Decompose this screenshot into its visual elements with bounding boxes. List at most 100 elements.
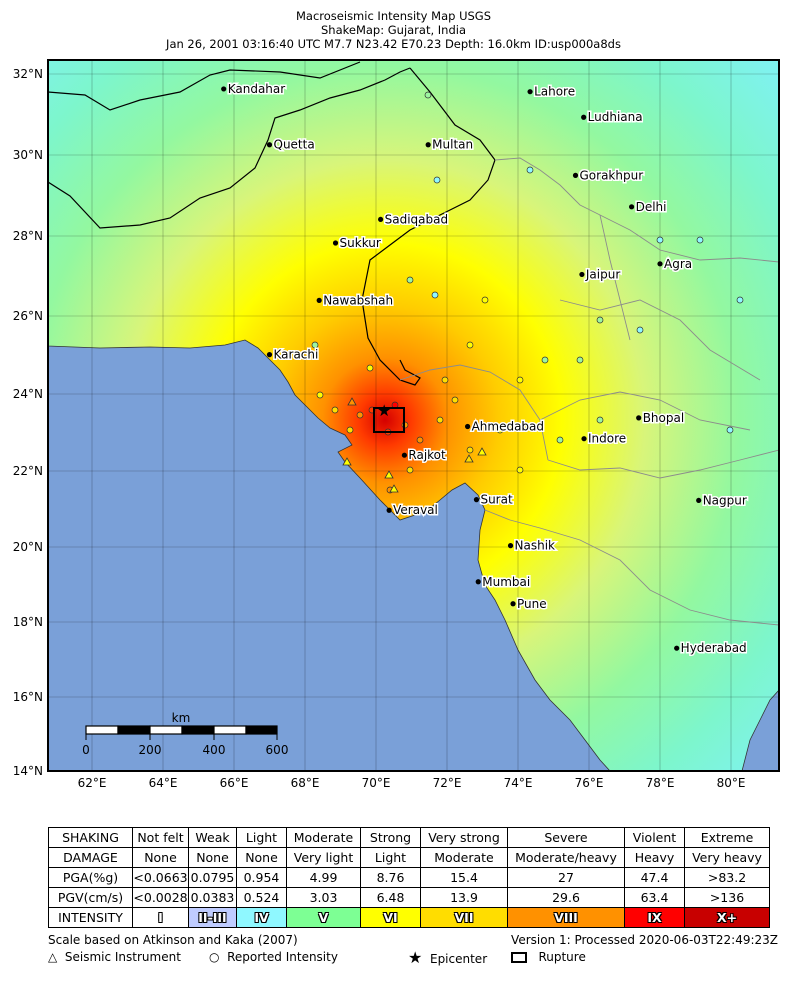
city-label: Kandahar (228, 82, 286, 96)
shaking-cell: Moderate (286, 827, 361, 848)
pga-cell: 47.4 (624, 867, 685, 888)
intensity-cell: VI (360, 907, 421, 928)
pga-cell: >83.2 (684, 867, 770, 888)
legend-row-pga: PGA(%g) <0.0663 0.0795 0.954 4.99 8.76 1… (48, 867, 770, 888)
lat-label: 16°N (13, 690, 43, 704)
city-label: Karachi (274, 348, 319, 362)
lat-label: 20°N (13, 540, 43, 554)
city-label: Indore (588, 432, 626, 446)
shaking-cell: Not felt (132, 827, 189, 848)
scale-note: Scale based on Atkinson and Kaka (2007) (48, 933, 298, 947)
lat-label: 28°N (13, 229, 43, 243)
damage-cell: Heavy (624, 847, 685, 868)
lat-label: 26°N (13, 309, 43, 323)
title-line-2: ShakeMap: Gujarat, India (320, 23, 467, 37)
lat-label: 18°N (13, 615, 43, 629)
legend-reported-intensity: ○ Reported Intensity (209, 950, 338, 964)
lon-label: 70°E (362, 776, 391, 790)
damage-cell: Moderate (420, 847, 508, 868)
intensity-cell: I (132, 907, 189, 928)
city-dot (425, 142, 431, 148)
row-label: DAMAGE (48, 847, 133, 868)
title-line-1: Macroseismic Intensity Map USGS (296, 9, 491, 23)
lon-label: 78°E (646, 776, 675, 790)
city-dot (629, 204, 635, 210)
city-label: Delhi (636, 200, 667, 214)
lat-label: 32°N (13, 67, 43, 81)
city-dot (386, 507, 392, 513)
city-dot (674, 645, 680, 651)
damage-cell: Very light (286, 847, 361, 868)
city-dot (579, 271, 585, 278)
intensity-cell: V (286, 907, 361, 928)
legend-row-intensity: INTENSITY I II-III IV V VI VII VIII IX X… (48, 907, 770, 928)
damage-cell: None (236, 847, 287, 868)
lon-label: 74°E (504, 776, 533, 790)
pgv-cell: >136 (684, 887, 770, 908)
shaking-cell: Strong (360, 827, 421, 848)
pgv-cell: <0.0028 (132, 887, 189, 908)
city-dot (266, 142, 273, 148)
city-label: Rajkot (408, 448, 446, 462)
city-label: Ludhiana (588, 110, 643, 124)
pga-cell: 8.76 (360, 867, 421, 888)
epicenter-star-icon: ★ (377, 401, 391, 420)
reported-intensity-label: Reported Intensity (227, 950, 338, 964)
lon-label: 62°E (78, 776, 107, 790)
city-label: Agra (664, 257, 692, 271)
pga-cell: 0.954 (236, 867, 287, 888)
row-label: SHAKING (48, 827, 133, 848)
intensity-cell: X+ (684, 907, 770, 928)
city-dot (581, 114, 587, 120)
row-label: PGV(cm/s) (48, 887, 133, 908)
seismic-instrument-label: Seismic Instrument (64, 950, 181, 964)
city-dot (475, 579, 481, 585)
intensity-cell: VIII (507, 907, 625, 928)
shaking-cell: Light (236, 827, 287, 848)
city-label: Hyderabad (681, 641, 747, 655)
scale-unit: km (172, 711, 191, 725)
scale-label: 600 (266, 743, 289, 757)
city-dot (581, 436, 587, 442)
intensity-legend-table: SHAKING Not felt Weak Light Moderate Str… (48, 827, 770, 928)
rupture-box-icon (511, 952, 527, 963)
legend-seismic-instrument: △ Seismic Instrument (48, 950, 181, 964)
lon-label: 80°E (717, 776, 746, 790)
legend-row-pgv: PGV(cm/s) <0.0028 0.0383 0.524 3.03 6.48… (48, 887, 770, 908)
lat-label: 22°N (13, 464, 43, 478)
lon-label: 64°E (149, 776, 178, 790)
city-dot (473, 497, 480, 503)
triangle-icon: △ (48, 950, 58, 964)
city-label: Quetta (274, 138, 315, 152)
intensity-cell: II-III (188, 907, 237, 928)
damage-cell: Light (360, 847, 421, 868)
rupture-label: Rupture (538, 950, 586, 964)
shaking-cell: Violent (624, 827, 685, 848)
city-label: Sadiqabad (385, 212, 448, 226)
intensity-cell: VII (420, 907, 508, 928)
city-dot (527, 89, 533, 95)
pgv-cell: 13.9 (420, 887, 508, 908)
scale-label: 200 (139, 743, 162, 757)
country-borders (48, 61, 496, 386)
latitude-ticks: 32°N 30°N 28°N 26°N 24°N 22°N 20°N 18°N … (13, 67, 43, 778)
legend-row-shaking: SHAKING Not felt Weak Light Moderate Str… (48, 827, 770, 848)
pgv-cell: 63.4 (624, 887, 685, 908)
map-frame (47, 59, 780, 772)
damage-cell: Moderate/heavy (507, 847, 625, 868)
state-borders (399, 157, 779, 626)
scale-bar: km 0 200 400 600 (82, 711, 288, 757)
city-dot (572, 172, 579, 178)
city-label: Lahore (534, 85, 575, 99)
reported-intensity-points (311, 91, 744, 514)
lat-label: 24°N (13, 387, 43, 401)
epicenter-label: Epicenter (429, 952, 488, 966)
scale-label: 0 (82, 743, 90, 757)
intensity-cell: IV (236, 907, 287, 928)
city-dot (636, 415, 642, 421)
city-label: Ahmedabad (472, 420, 544, 434)
city-dot (657, 261, 663, 267)
shaking-cell: Weak (188, 827, 237, 848)
city-label: Sukkur (340, 236, 381, 250)
